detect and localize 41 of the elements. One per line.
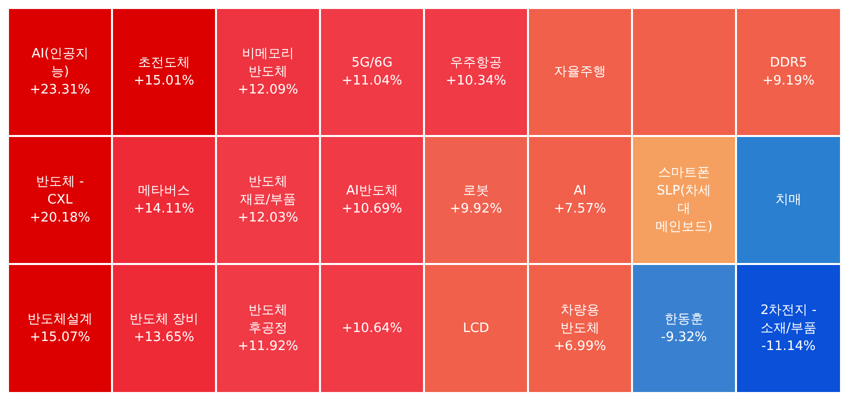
category-label: 반도체설계: [28, 312, 92, 327]
category-label: 차량용 반도체: [560, 303, 600, 336]
category-label: 우주항공: [450, 56, 502, 70]
category-label: 반도체 재료/부품: [240, 174, 296, 208]
data-label: +10.69%: [342, 202, 402, 216]
category-label: 치매: [776, 192, 802, 208]
category-label: 메타버스: [138, 184, 190, 198]
category-label: 반도체 - CXL: [36, 174, 84, 208]
data-label: +20.18%: [30, 210, 90, 226]
data-label: +10.34%: [446, 74, 506, 88]
data-label: +11.04%: [342, 74, 402, 88]
data-label: +10.64%: [342, 321, 402, 336]
category-label: 스마트폰 SLP(차세대 메인보드): [655, 166, 713, 234]
category-label: 자율주행: [554, 64, 606, 80]
category-label: 2차전지 - 소재/부품: [760, 303, 817, 336]
data-label: -11.14%: [761, 339, 816, 354]
data-label: -9.32%: [661, 330, 707, 345]
data-label: +13.65%: [134, 330, 194, 345]
category-label: 비메모리 반도체: [242, 46, 294, 80]
data-label: +7.57%: [554, 202, 606, 216]
category-label: 초전도체: [138, 56, 190, 70]
data-label: +6.99%: [554, 339, 606, 354]
data-label: +23.31%: [30, 82, 90, 98]
data-label: +9.19%: [762, 74, 815, 88]
data-label: +12.03%: [238, 210, 298, 226]
data-label: +9.92%: [450, 202, 502, 216]
category-label: DDR5: [770, 56, 808, 70]
category-label: AI반도체: [346, 184, 398, 198]
category-label: 반도체 장비: [129, 312, 199, 327]
category-label: AI(인공지능): [32, 46, 88, 80]
data-label: +14.11%: [134, 202, 194, 216]
data-label: +15.07%: [30, 330, 90, 345]
data-label: +11.92%: [238, 339, 298, 354]
category-label: AI: [574, 184, 586, 198]
category-label: LCD: [462, 321, 490, 336]
data-label: +12.09%: [238, 82, 298, 98]
category-label: 한동훈: [664, 312, 704, 327]
data-label: +15.01%: [134, 74, 194, 88]
category-label: 5G/6G: [351, 56, 393, 70]
category-label: 반도체 후공정: [248, 303, 288, 336]
category-label: 로봇: [463, 184, 489, 198]
